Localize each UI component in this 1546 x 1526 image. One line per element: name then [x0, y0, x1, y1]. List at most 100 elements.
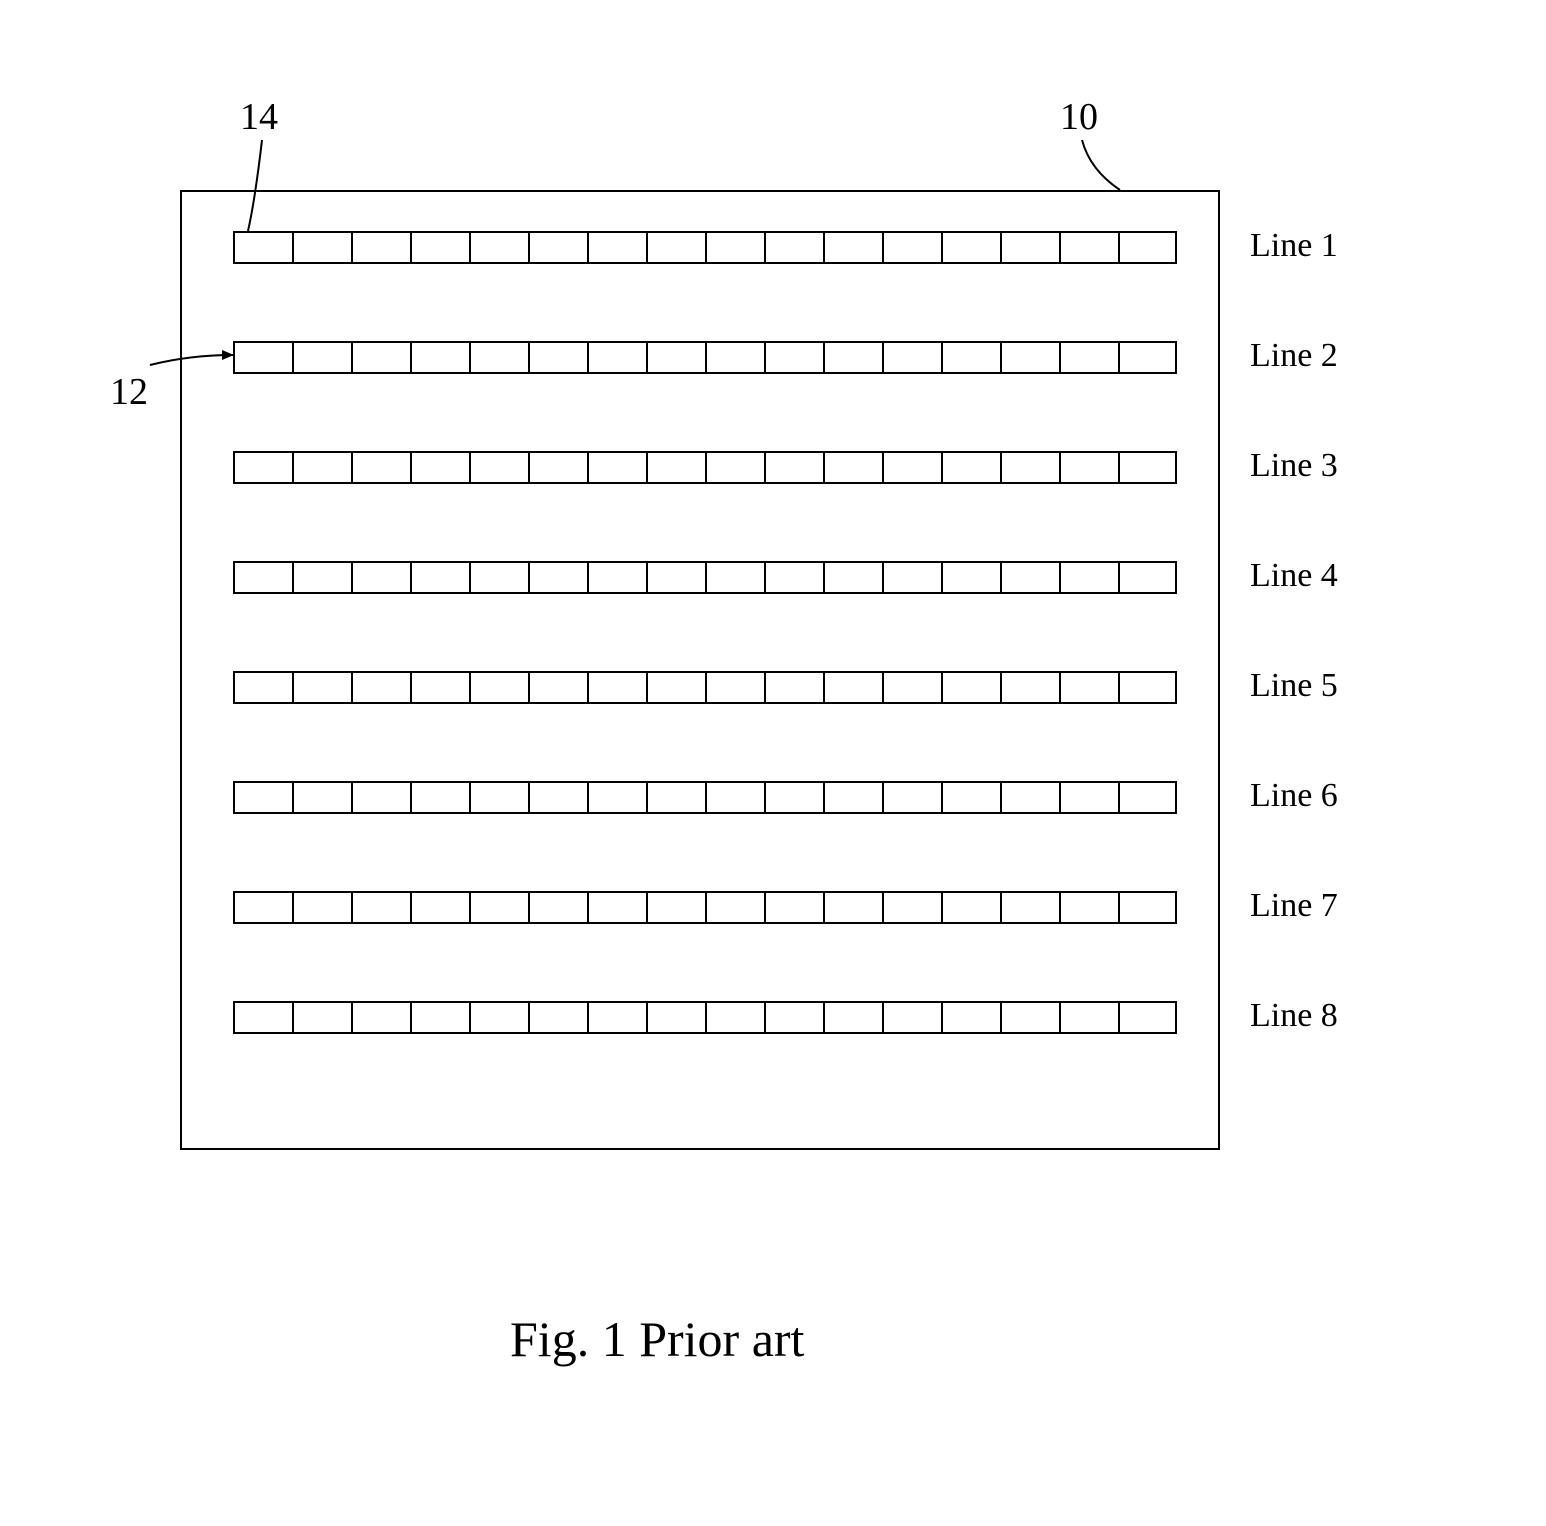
pixel-cell: [528, 561, 587, 594]
pixel-cell: [233, 561, 292, 594]
scanline-label: Line 5: [1250, 667, 1338, 705]
pixel-cell: [705, 561, 764, 594]
figure-canvas: Line 1Line 2Line 3Line 4Line 5Line 6Line…: [0, 0, 1546, 1526]
pixel-cell: [705, 451, 764, 484]
pixel-cell: [941, 231, 1000, 264]
caption-text: Prior art: [627, 1311, 805, 1367]
pixel-cell: [764, 1001, 823, 1034]
pixel-cell: [410, 781, 469, 814]
pixel-cell: [823, 891, 882, 924]
pixel-cell: [587, 341, 646, 374]
pixel-cell: [469, 671, 528, 704]
pixel-cell: [823, 671, 882, 704]
pixel-cell: [351, 341, 410, 374]
scanline-label: Line 1: [1250, 227, 1338, 265]
pixel-cell: [292, 451, 351, 484]
pixel-cell: [941, 891, 1000, 924]
scanline-row: [233, 671, 1177, 704]
pixel-cell: [646, 561, 705, 594]
pixel-cell: [233, 1001, 292, 1034]
pixel-cell: [1059, 1001, 1118, 1034]
pixel-cell: [351, 671, 410, 704]
pixel-cell: [882, 891, 941, 924]
reference-label-14: 14: [240, 95, 278, 139]
pixel-cell: [646, 781, 705, 814]
pixel-cell: [823, 1001, 882, 1034]
pixel-cell: [1000, 1001, 1059, 1034]
pixel-cell: [941, 451, 1000, 484]
pixel-cell: [1000, 891, 1059, 924]
pixel-cell: [764, 891, 823, 924]
pixel-cell: [764, 341, 823, 374]
pixel-cell: [292, 781, 351, 814]
pixel-cell: [587, 671, 646, 704]
pixel-cell: [1000, 231, 1059, 264]
pixel-cell: [1059, 231, 1118, 264]
pixel-cell: [587, 1001, 646, 1034]
pixel-cell: [1059, 671, 1118, 704]
pixel-cell: [941, 341, 1000, 374]
pixel-cell: [528, 231, 587, 264]
pixel-cell: [941, 1001, 1000, 1034]
pixel-cell: [587, 781, 646, 814]
scanline-row: [233, 781, 1177, 814]
pixel-cell: [528, 781, 587, 814]
pixel-cell: [1118, 451, 1177, 484]
scanline-row: [233, 341, 1177, 374]
pixel-cell: [469, 341, 528, 374]
pixel-cell: [646, 891, 705, 924]
pixel-cell: [410, 1001, 469, 1034]
pixel-cell: [646, 341, 705, 374]
pixel-cell: [1000, 561, 1059, 594]
pixel-cell: [469, 781, 528, 814]
pixel-cell: [1000, 671, 1059, 704]
pixel-cell: [1000, 781, 1059, 814]
pixel-cell: [646, 451, 705, 484]
pixel-cell: [292, 341, 351, 374]
scanline-label: Line 2: [1250, 337, 1338, 375]
pixel-cell: [233, 451, 292, 484]
pixel-cell: [705, 671, 764, 704]
pixel-cell: [292, 561, 351, 594]
pixel-cell: [705, 781, 764, 814]
pixel-cell: [1118, 671, 1177, 704]
pixel-cell: [882, 341, 941, 374]
pixel-cell: [469, 451, 528, 484]
pixel-cell: [646, 1001, 705, 1034]
pixel-cell: [1118, 891, 1177, 924]
pixel-cell: [292, 1001, 351, 1034]
pixel-cell: [1059, 561, 1118, 594]
pixel-cell: [705, 891, 764, 924]
pixel-cell: [528, 891, 587, 924]
scanline-label: Line 6: [1250, 777, 1338, 815]
pixel-cell: [1118, 561, 1177, 594]
pixel-cell: [941, 671, 1000, 704]
pixel-cell: [410, 891, 469, 924]
scanline-row: [233, 561, 1177, 594]
pixel-cell: [233, 671, 292, 704]
pixel-cell: [410, 671, 469, 704]
pixel-cell: [587, 561, 646, 594]
pixel-cell: [469, 231, 528, 264]
pixel-cell: [882, 231, 941, 264]
pixel-cell: [646, 671, 705, 704]
pixel-cell: [1118, 231, 1177, 264]
pixel-cell: [233, 781, 292, 814]
pixel-cell: [823, 451, 882, 484]
scanline-row: [233, 231, 1177, 264]
pixel-cell: [646, 231, 705, 264]
pixel-cell: [351, 561, 410, 594]
reference-label-12: 12: [110, 370, 148, 414]
pixel-cell: [410, 451, 469, 484]
scanline-row: [233, 451, 1177, 484]
pixel-cell: [469, 891, 528, 924]
pixel-cell: [823, 341, 882, 374]
pixel-cell: [233, 231, 292, 264]
pixel-cell: [1118, 341, 1177, 374]
scanline-row: [233, 891, 1177, 924]
scanline-label: Line 8: [1250, 997, 1338, 1035]
pixel-cell: [292, 671, 351, 704]
pixel-cell: [351, 1001, 410, 1034]
pixel-cell: [764, 561, 823, 594]
pixel-cell: [528, 671, 587, 704]
